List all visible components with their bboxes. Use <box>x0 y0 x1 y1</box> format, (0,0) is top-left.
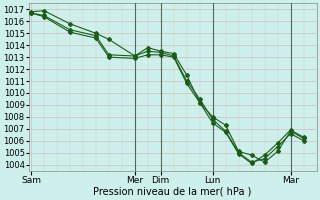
X-axis label: Pression niveau de la mer( hPa ): Pression niveau de la mer( hPa ) <box>93 187 252 197</box>
